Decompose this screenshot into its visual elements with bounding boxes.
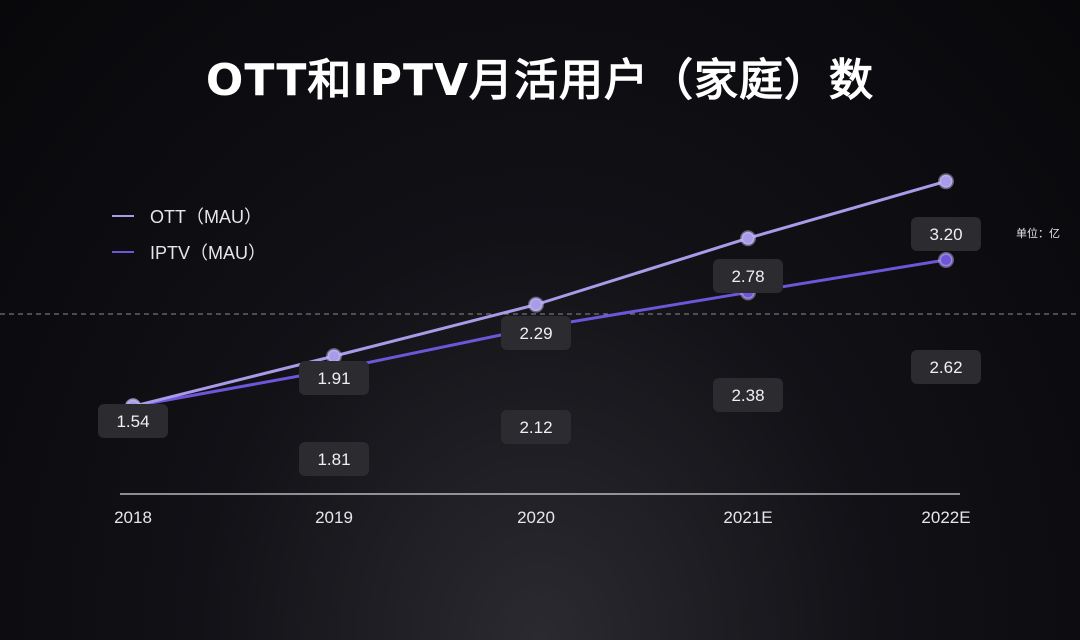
legend-item-iptv: IPTV（MAU） (112, 234, 266, 270)
unit-label: 单位：亿 (1016, 227, 1060, 240)
data-label-iptv-2019: 1.81 (317, 450, 350, 469)
chart-title: OTT和IPTV月活用户（家庭）数 (205, 55, 875, 106)
data-label-ott-2022E: 3.20 (929, 225, 962, 244)
data-label-ott-2022E-box (911, 217, 981, 251)
marker-iptv-2022E (938, 251, 954, 268)
x-tick-label-2019: 2019 (315, 508, 353, 527)
x-tick-label-2020: 2020 (517, 508, 555, 527)
series-line-ott (131, 179, 948, 408)
legend-item-ott: OTT（MAU） (112, 198, 266, 234)
marker-ott-2022E (938, 173, 954, 190)
marker-ott-2019 (326, 348, 342, 365)
marker-ott-2021E (740, 230, 756, 247)
x-tick-label-2021E: 2021E (723, 508, 772, 527)
data-label-ott-2021E: 2.78 (731, 267, 764, 286)
legend: OTT（MAU） IPTV（MAU） (112, 198, 266, 270)
data-label-iptv-2020-box (501, 410, 571, 444)
data-label-2018-box (98, 404, 168, 438)
data-label-iptv-2020: 2.12 (519, 418, 552, 437)
data-label-iptv-2021E: 2.38 (731, 386, 764, 405)
data-label-ott-2020: 2.29 (519, 324, 552, 343)
data-label-iptv-2022E-box (911, 350, 981, 384)
data-label-ott-2019-box (299, 361, 369, 395)
legend-label-iptv: IPTV（MAU） (150, 243, 267, 263)
data-label-ott-2020-box (501, 316, 571, 350)
x-tick-label-2018: 2018 (114, 508, 152, 527)
legend-swatch-iptv (112, 251, 134, 253)
legend-swatch-ott (112, 215, 134, 217)
data-label-iptv-2021E-box (713, 378, 783, 412)
marker-ott-2020 (528, 296, 544, 313)
legend-label-ott: OTT（MAU） (150, 207, 262, 227)
data-label-ott-2021E-box (713, 259, 783, 293)
data-label-iptv-2019-box (299, 442, 369, 476)
data-label-ott-2019: 1.91 (317, 369, 350, 388)
data-label-2018: 1.54 (116, 412, 149, 431)
data-label-iptv-2022E: 2.62 (929, 358, 962, 377)
x-tick-label-2022E: 2022E (921, 508, 970, 527)
